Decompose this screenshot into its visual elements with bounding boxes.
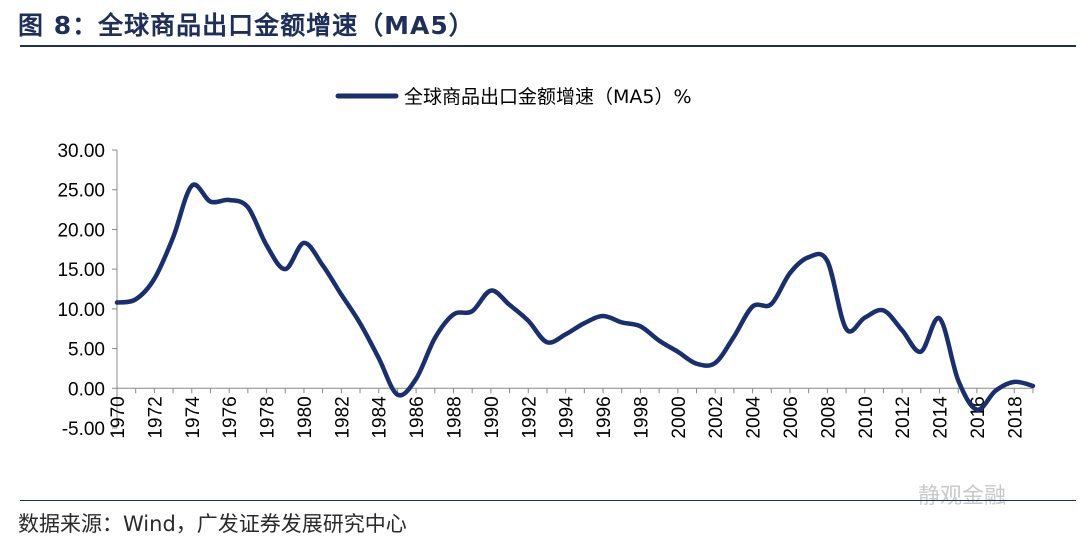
data-point-1979 <box>283 267 287 271</box>
watermark: 静观金融 <box>918 484 1007 509</box>
data-point-1990 <box>489 289 493 293</box>
data-point-2013 <box>919 350 923 354</box>
series-layer <box>114 182 1036 412</box>
data-point-2012 <box>900 328 904 332</box>
x-tick-label: 1970 <box>108 396 129 438</box>
data-point-2007 <box>807 255 811 259</box>
x-tick-label: 1996 <box>594 396 615 438</box>
data-point-1985 <box>395 393 399 397</box>
data-point-1984 <box>377 356 381 360</box>
x-tick-label: 2008 <box>818 396 839 438</box>
figure-title: 图 8：全球商品出口金额增速（MA5） <box>18 11 475 40</box>
data-point-2006 <box>788 271 792 275</box>
y-tick-label: -5.00 <box>62 419 105 440</box>
data-point-2003 <box>732 335 736 339</box>
data-point-1994 <box>564 332 568 336</box>
x-tick-label: 1992 <box>519 396 540 438</box>
data-point-1995 <box>582 321 586 325</box>
data-point-2015 <box>956 378 960 382</box>
data-point-2000 <box>676 350 680 354</box>
x-axis: 1970 1972 1974 1976 1978 1980 1982 1984 1986 1988… <box>108 387 1034 439</box>
data-point-2002 <box>713 361 717 365</box>
data-point-2016 <box>975 408 979 412</box>
source-rule <box>20 500 1076 501</box>
y-tick-label: 30.00 <box>57 141 105 162</box>
data-point-1999 <box>657 339 661 343</box>
y-tick-label: 20.00 <box>57 220 105 241</box>
data-point-1991 <box>508 303 512 307</box>
legend-label: 全球商品出口金额增速（MA5）% <box>404 86 692 108</box>
data-point-1976 <box>227 198 231 202</box>
y-axis: -5.00 0.00 5.00 10.00 15.00 20.00 25.00 30.00 <box>57 141 118 440</box>
data-point-2014 <box>937 316 942 320</box>
data-point-2001 <box>694 362 699 366</box>
data-point-1972 <box>152 277 156 281</box>
data-point-1978 <box>265 243 269 247</box>
data-point-1983 <box>358 321 362 325</box>
x-tick-label: 1988 <box>444 396 465 438</box>
data-point-1974 <box>190 184 194 188</box>
data-point-2019 <box>1031 384 1035 388</box>
y-tick-label: 0.00 <box>68 379 105 400</box>
data-point-2010 <box>863 316 867 320</box>
x-tick-label: 2000 <box>669 396 690 438</box>
x-tick-label: 1990 <box>482 396 503 438</box>
x-tick-label: 2012 <box>893 396 914 438</box>
y-tick-label: 10.00 <box>57 300 105 321</box>
data-point-1993 <box>545 340 549 344</box>
x-tick-label: 1978 <box>258 396 279 438</box>
data-point-2018 <box>1012 380 1016 384</box>
x-tick-label: 1976 <box>220 396 241 438</box>
y-tick-label: 15.00 <box>57 260 105 281</box>
x-tick-label: 1994 <box>557 396 578 439</box>
x-tick-label: 2010 <box>856 396 877 438</box>
data-point-1975 <box>208 200 213 204</box>
data-point-1973 <box>171 235 175 239</box>
data-point-1997 <box>620 320 624 324</box>
x-tick-label: 2006 <box>781 396 802 438</box>
x-tick-label: 1972 <box>145 396 166 438</box>
title-rule <box>20 45 1076 47</box>
data-point-1988 <box>451 312 456 316</box>
data-point-2009 <box>844 327 848 331</box>
line-chart: 全球商品出口金额增速（MA5）% -5.00 0.00 5.00 10.00 15.00… <box>57 86 1036 440</box>
data-point-1981 <box>321 263 325 267</box>
data-point-1977 <box>246 205 250 209</box>
x-tick-label: 1984 <box>370 396 391 439</box>
x-tick-label: 2014 <box>931 396 952 439</box>
data-point-1989 <box>470 309 474 313</box>
x-tick-label: 2002 <box>706 396 727 438</box>
x-tick-label: 1982 <box>332 396 353 438</box>
x-tick-label: 1974 <box>183 396 204 439</box>
source-note: 数据来源：Wind，广发证券发展研究中心 <box>18 512 407 536</box>
series-line <box>114 182 1036 412</box>
x-tick-label: 2004 <box>744 396 765 439</box>
data-point-2017 <box>994 389 998 393</box>
data-point-1987 <box>433 336 437 340</box>
y-tick-label: 25.00 <box>57 181 105 202</box>
x-tick-label: 1986 <box>407 396 428 438</box>
data-point-1986 <box>414 377 418 381</box>
x-tick-label: 2018 <box>1005 396 1026 438</box>
data-point-2008 <box>825 259 830 263</box>
data-point-2011 <box>881 308 886 312</box>
data-point-1982 <box>339 293 343 297</box>
data-point-1980 <box>302 241 306 245</box>
data-point-2005 <box>769 302 773 306</box>
data-point-1992 <box>526 319 530 323</box>
data-point-1998 <box>638 324 643 328</box>
y-tick-label: 5.00 <box>68 340 105 361</box>
x-tick-label: 1998 <box>631 396 652 438</box>
data-point-2004 <box>751 304 755 309</box>
data-point-1971 <box>134 297 138 301</box>
data-point-1970 <box>115 300 119 305</box>
data-point-1996 <box>601 314 605 318</box>
x-tick-label: 1980 <box>295 396 316 438</box>
chart-legend: 全球商品出口金额增速（MA5）% <box>335 86 692 108</box>
